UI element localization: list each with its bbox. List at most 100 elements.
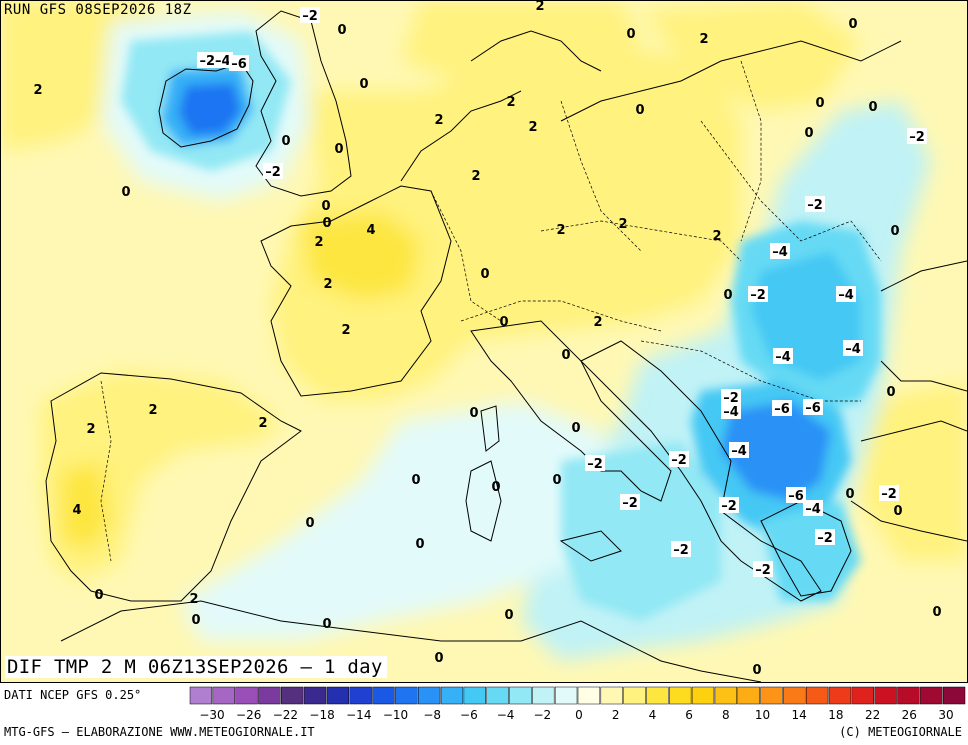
map-value-label: 2 (434, 113, 443, 128)
map-value-label-text: 0 (504, 608, 513, 623)
map-value-label: –2 (669, 451, 689, 468)
color-scale-tick-label: −8 (423, 708, 441, 722)
map-value-label: 0 (886, 385, 895, 400)
map-value-label-text: 2 (506, 95, 515, 110)
color-scale-tick-label: 30 (938, 708, 953, 722)
color-scale-tick-label: −22 (273, 708, 298, 722)
map-value-label: 0 (322, 617, 331, 632)
coastlines (45, 10, 967, 682)
color-scale-swatch (669, 686, 692, 705)
cold-core-ireland-inner (179, 83, 241, 135)
color-scale-swatch (417, 686, 441, 705)
source-label: DATI NCEP GFS 0.25° (4, 688, 142, 702)
map-value-label-text: 0 (886, 385, 895, 400)
map-value-label: 0 (752, 663, 761, 678)
color-scale-tick-label: 8 (722, 708, 730, 722)
border-balkans (640, 340, 861, 402)
map-value-label: –6 (786, 487, 806, 504)
map-value-label: 2 (258, 416, 267, 431)
map-value-label: 0 (890, 224, 899, 239)
map-value-label-box (197, 52, 233, 68)
map-value-label: –4 (770, 243, 790, 260)
map-value-label-text: 2 (556, 223, 565, 238)
map-value-label-text: –2 (302, 9, 318, 24)
color-scale-swatch (509, 686, 532, 705)
color-scale-swatch (646, 686, 669, 705)
color-scale-swatch (760, 686, 783, 705)
color-scale-tick-label: −14 (346, 708, 371, 722)
border-spain-portugal (100, 380, 112, 562)
map-value-label: –2 (748, 286, 768, 303)
coast-north-africa (60, 600, 762, 682)
map-value-label: –2 (753, 561, 773, 578)
color-scale-swatch (212, 686, 235, 705)
map-value-label: 0 (321, 199, 330, 214)
color-scale-swatch (440, 686, 464, 705)
dif-label: DIF TMP 2 M 06Z13SEP2026 — 1 day (5, 656, 387, 678)
map-value-label-box (772, 400, 792, 416)
borders (100, 60, 882, 562)
map-value-label: 0 (480, 267, 489, 282)
map-value-label-box (669, 451, 689, 467)
map-value-label-text: –4 (731, 444, 747, 459)
coast-corsica (480, 405, 500, 452)
color-scale-swatch (463, 686, 486, 705)
map-value-label: 4 (366, 223, 375, 238)
map-value-label-text: 0 (411, 473, 420, 488)
map-value-label-text: 0 (191, 613, 200, 628)
map-value-label: 0 (504, 608, 513, 623)
map-value-label-text: –2 (587, 457, 603, 472)
map-value-label-text: 2 (712, 229, 721, 244)
map-value-label-text: –6 (231, 57, 247, 72)
map-value-label-text: 0 (491, 480, 500, 495)
map-value-label-text: 2 (314, 235, 323, 250)
coast-iberia (45, 372, 302, 602)
coast-black-sea (880, 260, 967, 392)
color-scale-swatch (714, 686, 738, 705)
map-value-label-text: –2 (750, 288, 766, 303)
map-value-label-box (836, 286, 856, 302)
map-value-label-text: –4 (838, 288, 854, 303)
map-value-label: 0 (415, 537, 424, 552)
map-value-label: 2 (323, 277, 332, 292)
color-scale-swatch (372, 686, 395, 705)
map-value-label: –2 (721, 389, 741, 406)
map-value-label-box (721, 389, 741, 405)
map-value-label-text: –4 (805, 502, 821, 517)
map-value-label-text: –4 (723, 405, 739, 420)
map-value-label-text: –2 (721, 499, 737, 514)
map-value-label: –2 (263, 163, 283, 180)
map-value-label-text: 0 (334, 142, 343, 157)
map-value-label: –2 (907, 128, 927, 145)
map-value-label-text: 0 (322, 216, 331, 231)
map-value-label-box (803, 500, 823, 516)
map-value-label: 0 (491, 480, 500, 495)
map-value-label-box (803, 399, 823, 415)
warm-zone-central (271, 41, 741, 401)
map-value-label-text: 0 (571, 421, 580, 436)
map-value-label-box (748, 286, 768, 302)
map-value-label-text: 0 (499, 315, 508, 330)
color-scale-tick-label: 22 (865, 708, 880, 722)
map-value-label: –2–4 (197, 52, 233, 69)
map-value-label-text: –4 (845, 342, 861, 357)
map-value-label: 0 (469, 406, 478, 421)
map-value-label-text: 2 (323, 277, 332, 292)
map-value-label-text: 2 (593, 315, 602, 330)
border-central (540, 220, 742, 262)
color-scale-swatch (303, 686, 327, 705)
color-scale-tick-label: −4 (497, 708, 515, 722)
map-value-label: 2 (33, 83, 42, 98)
map-value-label: 0 (845, 487, 854, 502)
color-scale-swatch (874, 686, 897, 705)
map-value-label-text: 0 (469, 406, 478, 421)
map-value-label: 2 (314, 235, 323, 250)
cold-zone-aegean (761, 501, 861, 601)
map-value-label-text: 0 (415, 537, 424, 552)
color-scale-swatch (349, 686, 372, 705)
map-value-label: 2 (535, 1, 544, 14)
map-value-label-text: 0 (804, 126, 813, 141)
map-value-label-text: 2 (434, 113, 443, 128)
map-value-label: –4 (843, 340, 863, 357)
map-value-label: 0 (334, 142, 343, 157)
